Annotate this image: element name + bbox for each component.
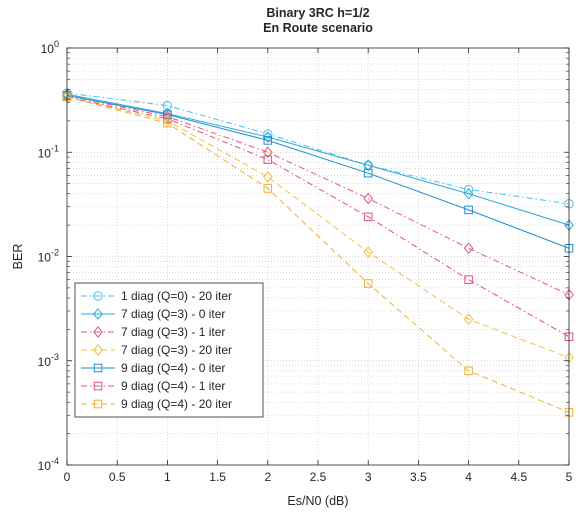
data-point xyxy=(463,187,474,200)
series-line xyxy=(66,96,570,338)
x-tick-label: 5 xyxy=(566,470,573,484)
y-axis-label: BER xyxy=(11,244,25,270)
data-point xyxy=(163,114,172,123)
legend-item: 1 diag (Q=0) - 20 iter xyxy=(81,289,232,303)
data-point xyxy=(363,168,373,178)
x-axis-label: Es/N0 (dB) xyxy=(287,494,348,508)
x-tick-label: 2.5 xyxy=(310,470,327,484)
data-point xyxy=(363,159,374,172)
legend-marker xyxy=(93,399,103,409)
legend-label: 9 diag (Q=4) - 20 iter xyxy=(121,397,232,411)
axes: 0 0.5 1 1.5 2 2.5 3 3.5 4 4.5 5 100 10-1 10-2 10-3 10-4… xyxy=(11,39,573,508)
series-line xyxy=(66,92,570,205)
legend-label: 7 diag (Q=3) - 0 iter xyxy=(121,307,225,321)
legend-item: 9 diag (Q=4) - 20 iter xyxy=(81,397,232,411)
data-point xyxy=(162,100,173,111)
legend: 1 diag (Q=0) - 20 iter 7 diag (Q=3) - 0 i… xyxy=(74,282,264,418)
data-point xyxy=(464,366,473,376)
data-point xyxy=(262,171,273,183)
data-point xyxy=(263,155,273,164)
data-point xyxy=(262,146,273,159)
legend-marker xyxy=(93,326,103,338)
legend-marker xyxy=(93,381,103,391)
x-tick-label: 1 xyxy=(164,470,171,484)
x-tick-label: 4.5 xyxy=(510,470,527,484)
series-line xyxy=(66,93,570,226)
legend-marker xyxy=(93,291,103,301)
plot-series xyxy=(62,88,574,417)
title-line-0: Binary 3RC h=1/2 xyxy=(266,6,369,20)
x-tick-label: 2 xyxy=(264,470,271,484)
legend-item: 9 diag (Q=4) - 0 iter xyxy=(81,361,225,375)
data-point xyxy=(163,118,172,128)
series-7 xyxy=(62,92,574,417)
data-point xyxy=(363,246,374,259)
legend-item: 7 diag (Q=3) - 1 iter xyxy=(81,325,225,339)
data-point xyxy=(363,279,373,288)
data-point xyxy=(263,136,273,145)
legend-item: 7 diag (Q=3) - 20 iter xyxy=(81,343,232,357)
y-tick-label: 100 xyxy=(41,39,59,56)
data-point xyxy=(363,192,374,205)
y-tick-label: 10-2 xyxy=(38,248,59,265)
data-point xyxy=(363,212,373,222)
series-line xyxy=(66,96,570,359)
legend-label: 9 diag (Q=4) - 0 iter xyxy=(121,361,225,375)
legend-item: 7 diag (Q=3) - 0 iter xyxy=(81,307,225,321)
legend-marker xyxy=(93,363,103,373)
data-point xyxy=(263,129,273,139)
data-point xyxy=(464,205,473,215)
x-tick-label: 1.5 xyxy=(209,470,226,484)
series-line xyxy=(66,95,570,249)
y-tick-label: 10-3 xyxy=(38,352,59,369)
data-point xyxy=(463,242,474,255)
chart-title: Binary 3RC h=1/2En Route scenario xyxy=(263,6,373,35)
x-tick-label: 4 xyxy=(465,470,472,484)
x-tick-label: 3.5 xyxy=(410,470,427,484)
legend-label: 7 diag (Q=3) - 1 iter xyxy=(121,325,225,339)
data-point xyxy=(464,275,473,284)
series-line xyxy=(66,95,570,296)
legend-label: 1 diag (Q=0) - 20 iter xyxy=(121,289,232,303)
series-line xyxy=(66,96,570,413)
legend-label: 7 diag (Q=3) - 20 iter xyxy=(121,343,232,357)
legend-marker xyxy=(93,308,103,320)
legend-label: 9 diag (Q=4) - 1 iter xyxy=(121,379,225,393)
legend-item: 9 diag (Q=4) - 1 iter xyxy=(81,379,225,393)
data-point xyxy=(262,131,273,143)
title-line-1: En Route scenario xyxy=(263,21,373,35)
x-tick-label: 0.5 xyxy=(109,470,126,484)
x-tick-label: 0 xyxy=(64,470,71,484)
data-point xyxy=(463,313,474,326)
y-tick-label: 10-1 xyxy=(38,143,59,160)
x-tick-label: 3 xyxy=(365,470,372,484)
y-tick-label: 10-4 xyxy=(38,456,59,473)
legend-marker xyxy=(93,344,103,356)
data-point xyxy=(263,184,273,193)
